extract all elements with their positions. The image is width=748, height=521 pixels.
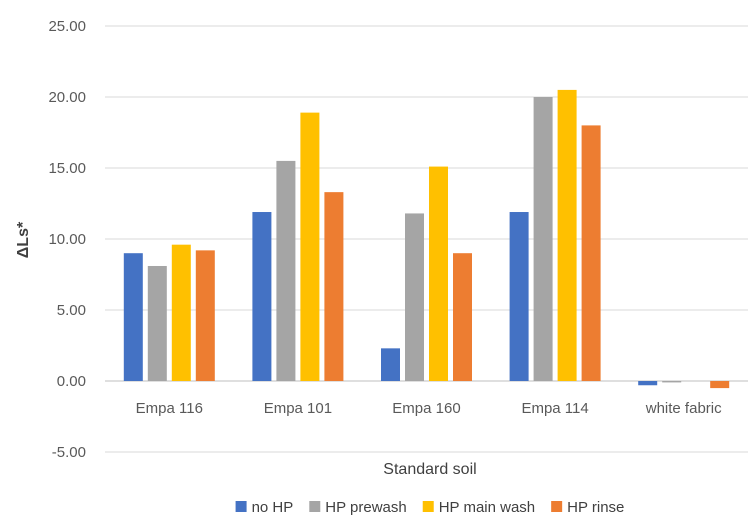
legend-label: HP prewash <box>325 499 406 516</box>
x-tick-label: Empa 160 <box>392 400 460 417</box>
x-axis-title: Standard soil <box>383 461 476 478</box>
bar <box>581 125 601 382</box>
bar <box>324 192 344 381</box>
legend-label: HP rinse <box>567 499 624 516</box>
bar <box>509 212 529 381</box>
x-tick-label: Empa 114 <box>521 400 588 417</box>
bar <box>195 250 215 381</box>
y-tick-label: 5.00 <box>57 302 86 319</box>
bar <box>533 97 553 381</box>
y-tick-label: 20.00 <box>48 89 86 106</box>
x-tick-label: white fabric <box>645 400 722 417</box>
bar <box>662 381 682 383</box>
y-axis-title: ΔLs* <box>15 221 32 258</box>
x-tick-label: Empa 101 <box>264 400 332 417</box>
bar <box>147 265 167 381</box>
bar <box>405 213 424 381</box>
bar <box>276 160 296 381</box>
x-tick-label: Empa 116 <box>136 400 203 417</box>
y-tick-label: 0.00 <box>57 373 86 390</box>
bar <box>638 381 658 386</box>
legend-swatch <box>309 501 321 512</box>
legend-swatch <box>422 501 434 512</box>
bar <box>123 253 143 381</box>
bar <box>300 112 320 382</box>
bar <box>557 89 577 382</box>
x-axis-ticks: Empa 116 Empa 101 Empa 160 Empa 114 white fa… <box>136 400 722 417</box>
y-tick-label: 10.00 <box>48 231 86 248</box>
y-tick-label: -5.00 <box>52 444 86 461</box>
bar <box>381 348 400 381</box>
legend: no HP HP prewash HP main wash HP rinse <box>235 499 624 516</box>
y-tick-label: 25.00 <box>48 18 86 35</box>
bar <box>429 166 448 381</box>
legend-swatch <box>235 501 247 512</box>
y-tick-label: 15.00 <box>48 160 86 177</box>
bar <box>252 212 272 381</box>
bar <box>453 253 472 381</box>
gridlines <box>105 25 748 453</box>
bar <box>710 381 730 389</box>
legend-label: no HP <box>252 499 294 516</box>
bars <box>123 89 730 389</box>
bar <box>171 244 191 381</box>
legend-label: HP main wash <box>439 499 535 516</box>
y-axis-ticks: -5.00 0.00 5.00 10.00 15.00 20.00 25.00 <box>48 18 86 461</box>
legend-swatch <box>551 501 563 512</box>
